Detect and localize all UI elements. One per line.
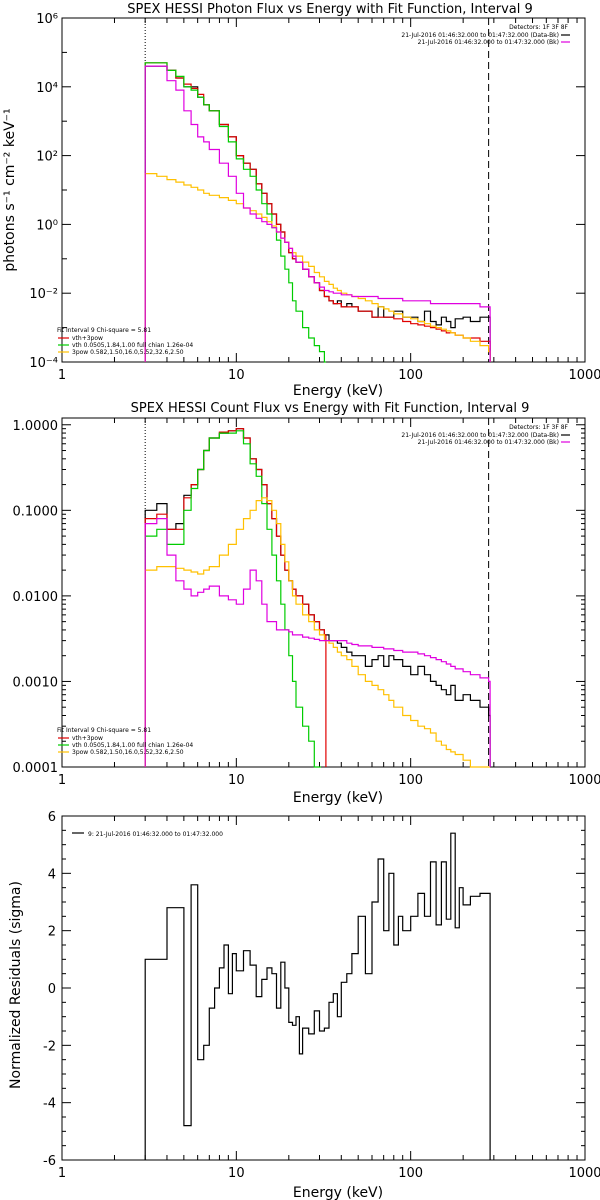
y-tick-label: 0.1000 bbox=[13, 504, 59, 519]
y-tick-label: 10⁰ bbox=[36, 218, 58, 233]
panel-3-ylabel: Normalized Residuals (sigma) bbox=[8, 881, 24, 1089]
panel-3-plot-area: 1 10 100 1000 -6 -4 -2 0 2 4 6 bbox=[43, 810, 600, 1181]
x-tick-label: 1 bbox=[58, 368, 66, 383]
panel-1-header-databk: 21-Jul-2016 01:46:32.000 to 01:47:32.000… bbox=[401, 32, 559, 39]
series-line-0 bbox=[144, 428, 491, 767]
panel-2-fit-title: Fit Interval 9 Chi-square = 5.81 bbox=[57, 727, 151, 734]
panel-2-legend-vth: vth 0.0505,1.84,1.00 full chian 1.26e-04 bbox=[72, 742, 193, 749]
panel-2-header-detectors: Detectors: 1F 3F 8F bbox=[509, 424, 568, 431]
photon-flux-panel: SPEX HESSI Photon Flux vs Energy with Fi… bbox=[2, 2, 600, 399]
panel-1-header-bk: 21-Jul-2016 01:46:32.000 to 01:47:32.000… bbox=[418, 39, 559, 46]
panel-3-xlabel: Energy (keV) bbox=[293, 1185, 383, 1200]
x-tick-label: 100 bbox=[398, 1166, 423, 1181]
y-tick-label: 2 bbox=[48, 925, 56, 940]
y-tick-label: 10⁶ bbox=[36, 12, 58, 27]
series-line-0 bbox=[144, 832, 491, 1160]
panel-1-legend-vthpow: vth+3pow bbox=[72, 335, 103, 342]
series-line-4 bbox=[144, 518, 491, 767]
y-tick-label: -6 bbox=[43, 1154, 56, 1169]
y-tick-label: 4 bbox=[48, 867, 56, 882]
y-tick-label: 10⁻⁴ bbox=[29, 356, 58, 371]
panel-2-legend-vthpow: vth+3pow bbox=[72, 735, 103, 742]
x-tick-label: 10 bbox=[228, 368, 245, 383]
y-tick-label: 10² bbox=[36, 150, 58, 165]
series-line-1 bbox=[144, 428, 327, 767]
panel-1-legend-3pow: 3pow 0.582,1.50,16.0,5.52,32.6,2.50 bbox=[72, 349, 184, 356]
y-tick-label: 0.0001 bbox=[13, 761, 59, 776]
x-tick-label: 10 bbox=[228, 1166, 245, 1181]
panel-1-plot-area: 1 10 100 1000 10⁻⁴ 10⁻² 10⁰ 10² 10⁴ 10⁶ bbox=[29, 12, 600, 383]
plot-frame bbox=[61, 17, 586, 363]
y-tick-label: 0.0010 bbox=[13, 675, 59, 690]
x-tick-label: 100 bbox=[398, 773, 423, 788]
y-tick-label: 10⁴ bbox=[36, 81, 58, 96]
y-tick-label: 0.0100 bbox=[13, 590, 59, 605]
x-tick-label: 1000 bbox=[568, 1166, 600, 1181]
panel-1-legend-vth: vth 0.0505,1.84,1.00 full chian 1.26e-04 bbox=[72, 342, 193, 349]
series-line-2 bbox=[144, 430, 321, 768]
panel-2-plot-area: 1 10 100 1000 0.0001 0.0010 0.0100 0.1000 1.0000 bbox=[13, 417, 600, 788]
series-line-0 bbox=[144, 65, 491, 362]
panel-2-xlabel: Energy (keV) bbox=[293, 790, 383, 806]
panel-2-title: SPEX HESSI Count Flux vs Energy with Fit… bbox=[131, 401, 530, 416]
series-line-1 bbox=[144, 62, 491, 362]
residuals-panel: 1 10 100 1000 -6 -4 -2 0 2 4 6 Energy (keV) Normal… bbox=[8, 810, 600, 1200]
series-line-3 bbox=[144, 173, 491, 362]
x-tick-label: 1000 bbox=[568, 773, 600, 788]
plot-frame bbox=[61, 417, 586, 768]
panel-2-header-bk: 21-Jul-2016 01:46:32.000 to 01:47:32.000… bbox=[418, 439, 559, 446]
x-tick-label: 100 bbox=[398, 368, 423, 383]
series-line-4 bbox=[144, 65, 491, 362]
y-tick-label: -2 bbox=[43, 1039, 56, 1054]
count-flux-panel: SPEX HESSI Count Flux vs Energy with Fit… bbox=[13, 401, 600, 806]
x-tick-label: 1 bbox=[58, 1166, 66, 1181]
y-tick-label: -4 bbox=[43, 1097, 56, 1112]
x-tick-label: 1 bbox=[58, 773, 66, 788]
y-tick-label: 6 bbox=[48, 810, 56, 825]
panel-2-header-databk: 21-Jul-2016 01:46:32.000 to 01:47:32.000… bbox=[401, 432, 559, 439]
x-tick-label: 10 bbox=[228, 773, 245, 788]
y-tick-label: 0 bbox=[48, 982, 56, 997]
panel-1-fit-title: Fit Interval 9 Chi-square = 5.81 bbox=[57, 327, 151, 334]
panel-2-legend-3pow: 3pow 0.582,1.50,16.0,5.52,32.6,2.50 bbox=[72, 749, 184, 756]
panel-1-header-detectors: Detectors: 1F 3F 8F bbox=[509, 24, 568, 31]
series-line-3 bbox=[144, 497, 491, 768]
series-line-2 bbox=[144, 62, 326, 363]
y-tick-label: 10⁻² bbox=[29, 287, 58, 302]
panel-3-legend: 9: 21-Jul-2016 01:46:32.000 to 01:47:32.… bbox=[88, 831, 223, 838]
panel-1-ylabel: photons s⁻¹ cm⁻² keV⁻¹ bbox=[2, 108, 18, 271]
x-tick-label: 1000 bbox=[568, 368, 600, 383]
panel-1-xlabel: Energy (keV) bbox=[293, 383, 383, 399]
plot-frame bbox=[61, 815, 586, 1161]
y-tick-label: 1.0000 bbox=[13, 419, 59, 434]
panel-1-title: SPEX HESSI Photon Flux vs Energy with Fi… bbox=[127, 2, 533, 17]
